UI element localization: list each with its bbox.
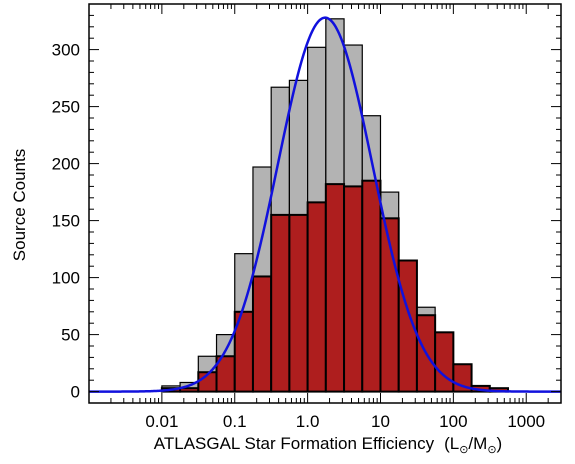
- y-tick-label: 300: [52, 41, 80, 60]
- red-bar: [324, 183, 346, 393]
- x-tick-label: 1.0: [296, 412, 320, 431]
- gaussian-fit-curve: [89, 16, 561, 393]
- plot-frame: [88, 3, 562, 404]
- red-bar: [361, 179, 382, 393]
- x-axis-label: ATLASGAL Star Formation Efficiency (L⊙/M⊙…: [154, 434, 502, 456]
- x-tick-label: 100: [439, 412, 467, 431]
- x-axis-unit-close: ): [497, 434, 503, 453]
- x-axis-label-text: ATLASGAL Star Formation Efficiency: [154, 434, 435, 453]
- x-axis-unit-mid: /M: [468, 434, 487, 453]
- y-tick-label: 200: [52, 155, 80, 174]
- red-bar: [288, 213, 309, 393]
- y-tick-label: 100: [52, 269, 80, 288]
- axes: [88, 3, 562, 404]
- x-tick-label: 10: [371, 412, 390, 431]
- red-bar: [270, 213, 291, 393]
- red-bar: [343, 185, 364, 393]
- x-tick-label: 0.01: [145, 412, 178, 431]
- x-axis-unit-sun1: ⊙: [459, 444, 468, 456]
- red-bar: [434, 331, 455, 393]
- y-tick-label: 150: [52, 212, 80, 231]
- x-tick-labels: 0.01 0.1 1.0 10 100 1000: [145, 412, 545, 431]
- red-bar: [306, 201, 327, 393]
- y-tick-labels: 0 50 100 150 200 250 300: [52, 41, 80, 402]
- x-tick-label: 0.1: [223, 412, 247, 431]
- red-bars: [160, 179, 510, 393]
- y-tick-label: 0: [71, 383, 80, 402]
- x-tick-label: 1000: [507, 412, 545, 431]
- y-axis-label: Source Counts: [10, 149, 29, 261]
- y-tick-label: 250: [52, 98, 80, 117]
- x-axis-unit-sun2: ⊙: [487, 444, 496, 456]
- red-bar: [251, 275, 273, 393]
- x-axis-unit-open: (L: [444, 434, 459, 453]
- y-tick-label: 50: [61, 326, 80, 345]
